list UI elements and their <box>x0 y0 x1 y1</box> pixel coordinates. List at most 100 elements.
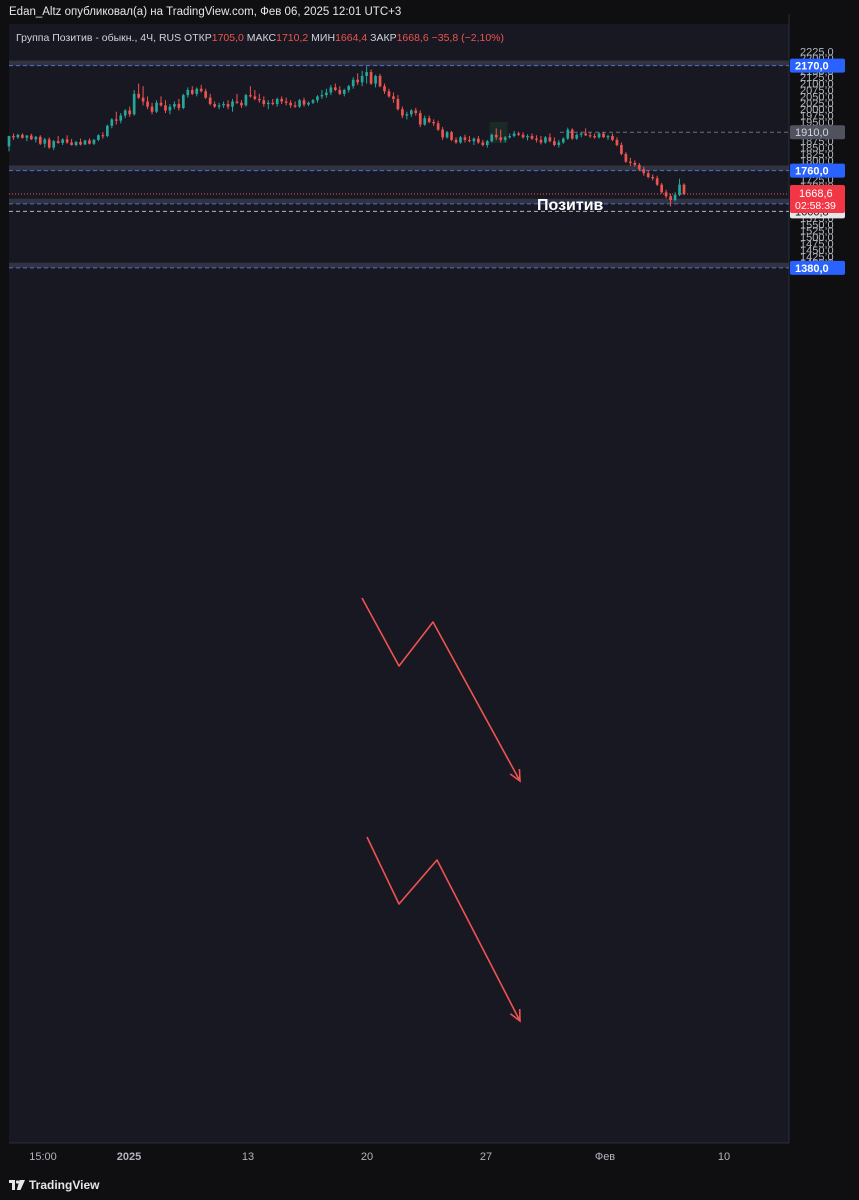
candle[interactable] <box>539 136 543 145</box>
candle[interactable] <box>338 86 342 96</box>
candle[interactable] <box>159 96 163 107</box>
candle[interactable] <box>316 95 319 103</box>
candle[interactable] <box>204 88 208 99</box>
candle[interactable] <box>593 133 596 139</box>
candle[interactable] <box>405 111 409 120</box>
candle[interactable] <box>360 70 364 87</box>
candle[interactable] <box>374 74 377 88</box>
candle[interactable] <box>597 132 601 139</box>
candle[interactable] <box>52 139 56 151</box>
candle[interactable] <box>579 131 583 138</box>
candle[interactable] <box>311 98 315 105</box>
candle[interactable] <box>651 174 655 181</box>
candle[interactable] <box>199 84 203 93</box>
candle[interactable] <box>450 130 453 142</box>
candle[interactable] <box>289 100 292 108</box>
candle[interactable] <box>150 102 154 115</box>
candle[interactable] <box>284 97 288 106</box>
candle[interactable] <box>678 178 681 197</box>
candle[interactable] <box>320 89 324 99</box>
candle[interactable] <box>490 133 494 143</box>
candle[interactable] <box>517 131 520 137</box>
candle[interactable] <box>208 93 212 106</box>
candle[interactable] <box>43 137 47 148</box>
candle[interactable] <box>660 182 663 194</box>
candle[interactable] <box>213 101 216 108</box>
candle[interactable] <box>231 98 234 112</box>
candle[interactable] <box>79 138 82 146</box>
candle[interactable] <box>615 137 619 147</box>
candle[interactable] <box>271 98 275 106</box>
candle[interactable] <box>459 136 462 144</box>
candle[interactable] <box>472 137 476 146</box>
candle[interactable] <box>646 170 650 179</box>
candle[interactable] <box>173 101 176 110</box>
candle[interactable] <box>655 175 659 186</box>
candle[interactable] <box>106 124 109 138</box>
candle[interactable] <box>119 113 123 124</box>
candle[interactable] <box>441 127 444 140</box>
candle[interactable] <box>74 140 78 147</box>
candle[interactable] <box>128 106 132 117</box>
candle[interactable] <box>392 92 395 103</box>
candle[interactable] <box>423 115 427 126</box>
candle[interactable] <box>329 84 333 96</box>
candle[interactable] <box>561 137 565 144</box>
candle[interactable] <box>110 118 114 129</box>
candle[interactable] <box>257 93 261 103</box>
candle[interactable] <box>365 66 368 84</box>
candle[interactable] <box>575 133 579 140</box>
candle[interactable] <box>664 189 668 199</box>
candle[interactable] <box>307 101 310 107</box>
candle[interactable] <box>548 133 552 143</box>
candle[interactable] <box>123 109 127 119</box>
candle[interactable] <box>7 135 11 152</box>
candle[interactable] <box>427 115 431 124</box>
candle[interactable] <box>47 137 51 149</box>
candle[interactable] <box>146 96 149 110</box>
candle[interactable] <box>101 132 105 139</box>
candle[interactable] <box>16 133 20 139</box>
candle[interactable] <box>432 119 436 126</box>
candle[interactable] <box>387 88 391 98</box>
candle[interactable] <box>333 83 337 92</box>
candle[interactable] <box>38 135 42 146</box>
candle[interactable] <box>244 93 248 107</box>
candle[interactable] <box>177 98 181 111</box>
candle[interactable] <box>298 98 301 108</box>
candle[interactable] <box>30 133 33 140</box>
candle[interactable] <box>235 93 239 105</box>
candle[interactable] <box>481 139 485 147</box>
candle[interactable] <box>624 152 628 163</box>
candle[interactable] <box>369 69 373 85</box>
candle[interactable] <box>508 133 512 139</box>
candle[interactable] <box>56 136 60 144</box>
candle[interactable] <box>217 102 221 110</box>
candle[interactable] <box>34 136 38 143</box>
candle[interactable] <box>351 77 355 89</box>
candle[interactable] <box>12 133 15 140</box>
candle[interactable] <box>25 135 29 142</box>
candle[interactable] <box>629 157 632 166</box>
candle[interactable] <box>414 107 418 116</box>
candle[interactable] <box>463 134 467 143</box>
candle[interactable] <box>503 136 507 143</box>
candle[interactable] <box>409 109 413 117</box>
candle[interactable] <box>606 134 610 140</box>
candle[interactable] <box>114 111 118 125</box>
candle[interactable] <box>347 84 351 93</box>
candle[interactable] <box>553 137 556 147</box>
candle[interactable] <box>436 120 440 131</box>
candle[interactable] <box>164 100 167 114</box>
candle[interactable] <box>383 83 386 94</box>
candle[interactable] <box>673 192 677 202</box>
candle[interactable] <box>468 136 471 143</box>
candle[interactable] <box>602 132 605 138</box>
candle[interactable] <box>669 193 672 207</box>
candle[interactable] <box>588 132 592 138</box>
candle[interactable] <box>132 89 136 116</box>
candle[interactable] <box>240 100 243 108</box>
candle[interactable] <box>222 101 225 108</box>
candle[interactable] <box>280 96 284 105</box>
candle[interactable] <box>454 137 458 144</box>
